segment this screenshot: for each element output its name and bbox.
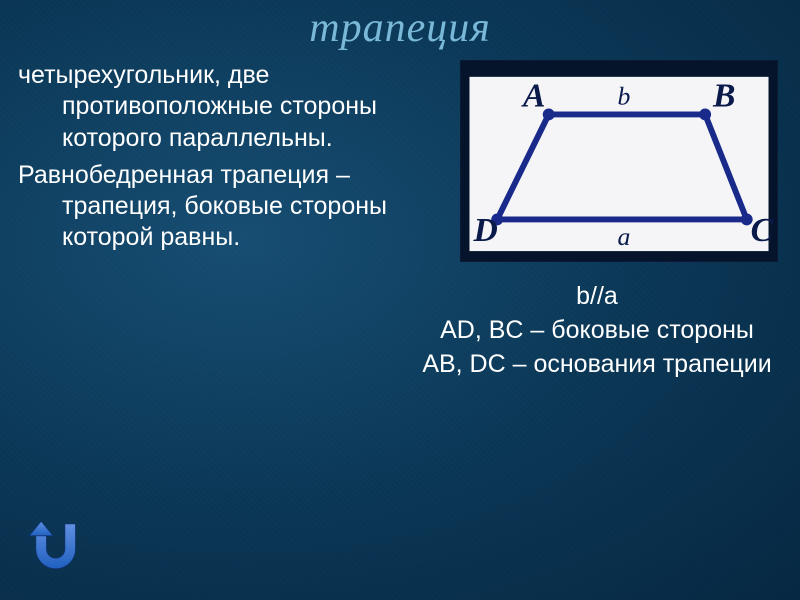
bases-notation: AB, DC – основания трапеции	[418, 348, 776, 382]
notation-block: b//a AD, BC – боковые стороны AB, DC – о…	[418, 280, 784, 381]
svg-text:C: C	[751, 212, 774, 249]
right-column: b a A B C D b//a AD, BC – боковые стороны AB,…	[398, 60, 784, 381]
svg-text:a: a	[618, 222, 631, 251]
definition-text: четырехугольник, две противоположные сто…	[18, 60, 398, 154]
isosceles-text: Равнобедренная трапеция – трапеция, боко…	[18, 160, 398, 254]
svg-text:b: b	[618, 82, 631, 111]
slide-title: трапеция	[0, 0, 800, 52]
content-area: четырехугольник, две противоположные сто…	[0, 52, 800, 381]
parallel-notation: b//a	[418, 280, 776, 314]
trapezoid-diagram: b a A B C D	[460, 60, 778, 262]
return-icon[interactable]	[24, 512, 90, 578]
svg-text:A: A	[521, 78, 545, 115]
left-column: четырехугольник, две противоположные сто…	[18, 60, 398, 381]
svg-text:B: B	[712, 78, 735, 115]
svg-text:D: D	[472, 212, 497, 249]
lateral-sides: AD, BC – боковые стороны	[418, 314, 776, 348]
